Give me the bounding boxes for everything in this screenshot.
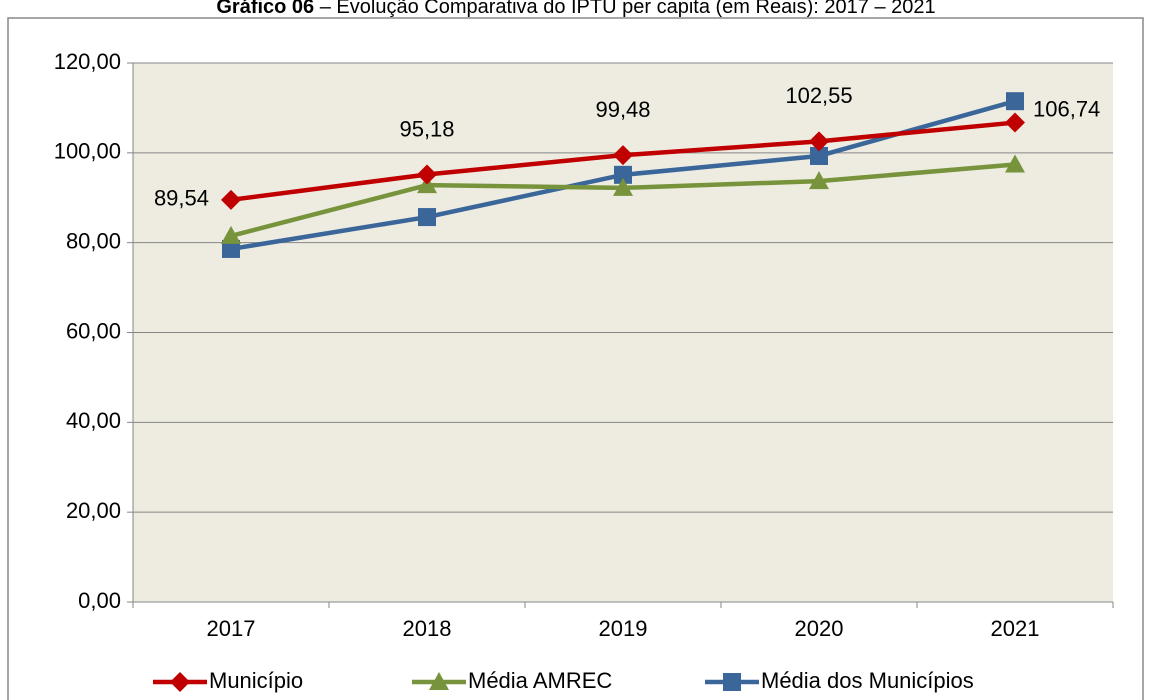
marker: [170, 672, 190, 692]
marker: [723, 673, 741, 691]
y-tick-label: 60,00: [66, 318, 121, 343]
x-tick-label: 2018: [403, 616, 452, 641]
legend-label: Município: [209, 668, 303, 693]
marker: [1006, 92, 1024, 111]
marker: [809, 131, 829, 152]
x-tick-label: 2017: [207, 616, 256, 641]
y-tick-label: 20,00: [66, 498, 121, 523]
marker: [614, 165, 632, 184]
marker: [221, 189, 241, 210]
data-label: 89,54: [154, 186, 209, 211]
y-tick-label: 0,00: [78, 588, 121, 613]
y-tick-label: 120,00: [54, 49, 121, 74]
marker: [417, 164, 437, 185]
chart-title: Gráfico 06 – Evolução Comparativa do IPT…: [216, 0, 935, 18]
marker: [429, 672, 449, 690]
marker: [222, 239, 240, 258]
x-tick-label: 2020: [795, 616, 844, 641]
marker: [613, 177, 633, 196]
y-tick-label: 100,00: [54, 139, 121, 164]
x-tick-label: 2021: [991, 616, 1040, 641]
legend-label: Média AMREC: [468, 668, 612, 693]
title-text: – Evolução Comparativa do IPTU per capit…: [314, 0, 935, 18]
y-tick-label: 40,00: [66, 408, 121, 433]
marker: [1005, 112, 1025, 133]
data-label: 99,48: [595, 97, 650, 122]
marker: [613, 145, 633, 166]
marker: [221, 225, 241, 244]
marker: [418, 208, 436, 227]
data-label: 95,18: [399, 116, 454, 141]
marker: [1005, 154, 1025, 173]
marker: [810, 146, 828, 165]
marker: [809, 171, 829, 190]
data-label: 102,55: [785, 83, 852, 108]
legend-label: Média dos Municípios: [761, 668, 974, 693]
x-tick-label: 2019: [599, 616, 648, 641]
y-tick-label: 80,00: [66, 228, 121, 253]
title-label: Gráfico 06: [216, 0, 314, 18]
data-label: 106,74: [1033, 96, 1100, 121]
